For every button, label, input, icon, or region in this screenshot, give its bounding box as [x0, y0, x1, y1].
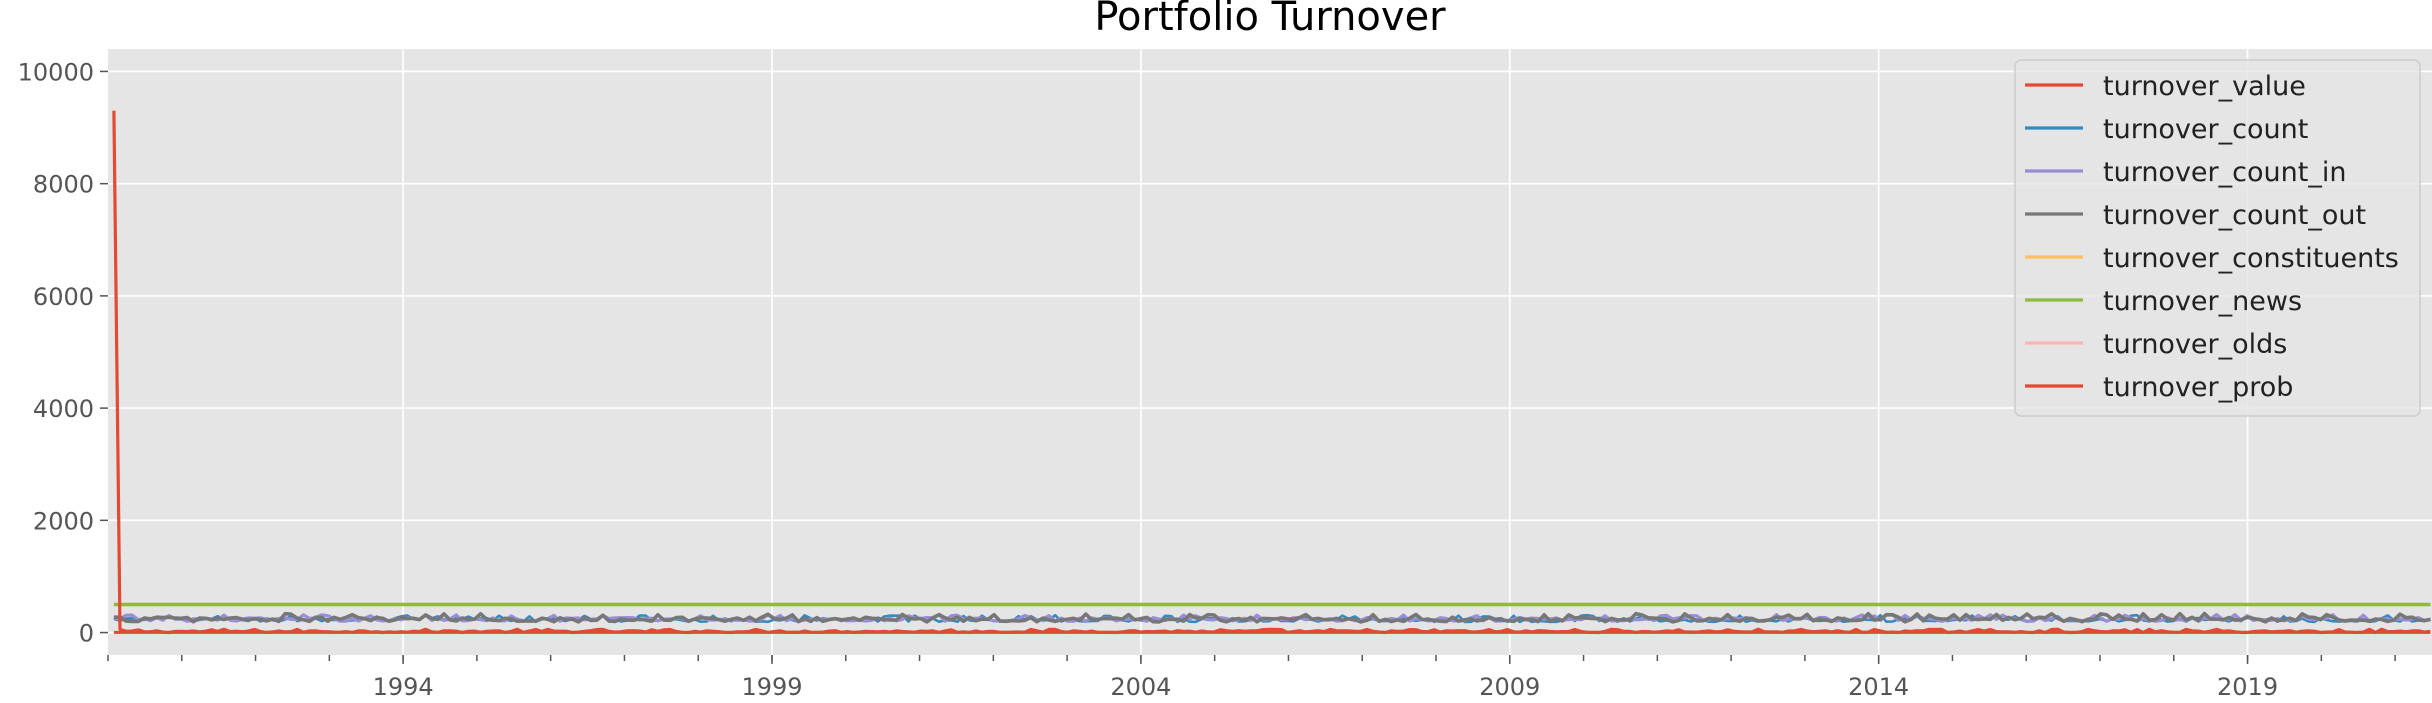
y-tick-label: 10000: [18, 58, 94, 86]
legend-label: turnover_prob: [2103, 372, 2293, 403]
series-line-turnover-count-out: [113, 611, 2431, 624]
x-tick-label: 2014: [1848, 673, 1909, 699]
y-tick-label: 6000: [33, 283, 94, 311]
y-tick-label: 8000: [33, 171, 94, 199]
legend-label: turnover_count_in: [2103, 157, 2346, 188]
y-tick-label: 2000: [33, 507, 94, 535]
legend-label: turnover_count_out: [2103, 200, 2366, 231]
legend-label: turnover_olds: [2103, 329, 2287, 360]
x-tick-label: 2009: [1479, 673, 1540, 699]
chart-title: Portfolio Turnover: [1094, 0, 1446, 40]
legend-label: turnover_value: [2103, 71, 2306, 102]
x-tick-label: 1999: [741, 673, 802, 699]
legend-box: [2014, 59, 2421, 417]
legend-label: turnover_constituents: [2103, 243, 2399, 274]
x-tick-label: 1994: [373, 673, 434, 699]
legend-label: turnover_count: [2103, 114, 2308, 145]
y-tick-label: 4000: [33, 395, 94, 423]
y-tick-label: 0: [79, 620, 94, 648]
legend-label: turnover_news: [2103, 286, 2302, 317]
legend: turnover_value turnover_count turnover_cou…: [2014, 59, 2421, 417]
x-tick-label: 2004: [1110, 673, 1171, 699]
series-line-turnover-value: [112, 110, 2431, 635]
x-tick-label: 2019: [2217, 673, 2278, 699]
